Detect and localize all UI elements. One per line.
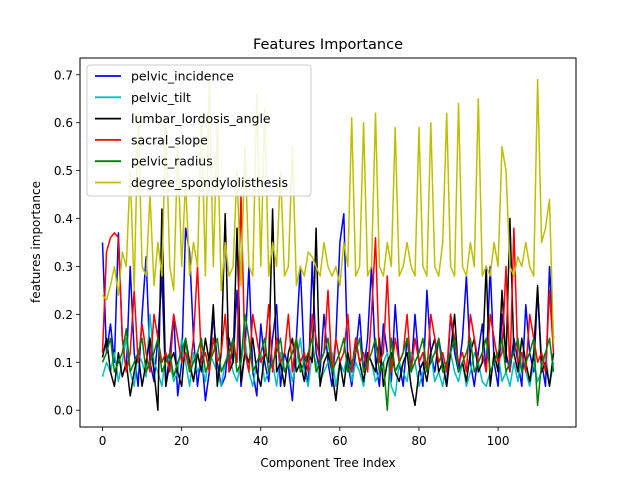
y-tick-label: 0.0 — [54, 404, 73, 418]
y-tick-label: 0.3 — [54, 260, 73, 274]
plot-frame — [79, 57, 577, 428]
y-axis: 0.0 0.1 0.2 0.3 0.4 0.5 0.6 0.7 — [54, 68, 80, 418]
x-tick-label: 0 — [99, 434, 107, 448]
x-axis-label: Component Tree Index — [260, 456, 395, 470]
y-tick-label: 0.4 — [54, 212, 73, 226]
y-axis-label: features importance — [29, 181, 43, 303]
legend-label-pelvic_radius: pelvic_radius — [131, 154, 213, 169]
y-tick-label: 0.5 — [54, 164, 73, 178]
y-tick-label: 0.7 — [54, 68, 73, 82]
series-line-lumbar_lordosis_angle — [101, 208, 555, 411]
y-tick-label: 0.1 — [54, 356, 73, 370]
x-axis: 0 20 40 60 80 100 — [99, 427, 510, 448]
y-tick-label: 0.2 — [54, 308, 73, 322]
legend-box — [86, 64, 312, 197]
plot-lines — [101, 78, 555, 411]
x-tick-label: 40 — [253, 434, 268, 448]
x-tick-label: 100 — [487, 434, 510, 448]
y-tick-label: 0.6 — [54, 116, 73, 130]
x-tick-label: 20 — [174, 434, 189, 448]
legend-label-sacral_slope: sacral_slope — [131, 132, 208, 147]
chart-title: Features Importance — [253, 37, 403, 53]
legend-label-degree_spondylolisthesis: degree_spondylolisthesis — [131, 175, 288, 190]
legend-label-lumbar_lordosis_angle: lumbar_lordosis_angle — [131, 111, 271, 126]
legend-label-pelvic_tilt: pelvic_tilt — [131, 90, 191, 105]
x-tick-label: 80 — [411, 434, 426, 448]
series-line-pelvic_radius — [101, 313, 555, 411]
legend: pelvic_incidence pelvic_tilt lumbar_lordos… — [86, 64, 312, 197]
legend-label-pelvic_incidence: pelvic_incidence — [131, 69, 234, 84]
x-tick-label: 60 — [332, 434, 347, 448]
